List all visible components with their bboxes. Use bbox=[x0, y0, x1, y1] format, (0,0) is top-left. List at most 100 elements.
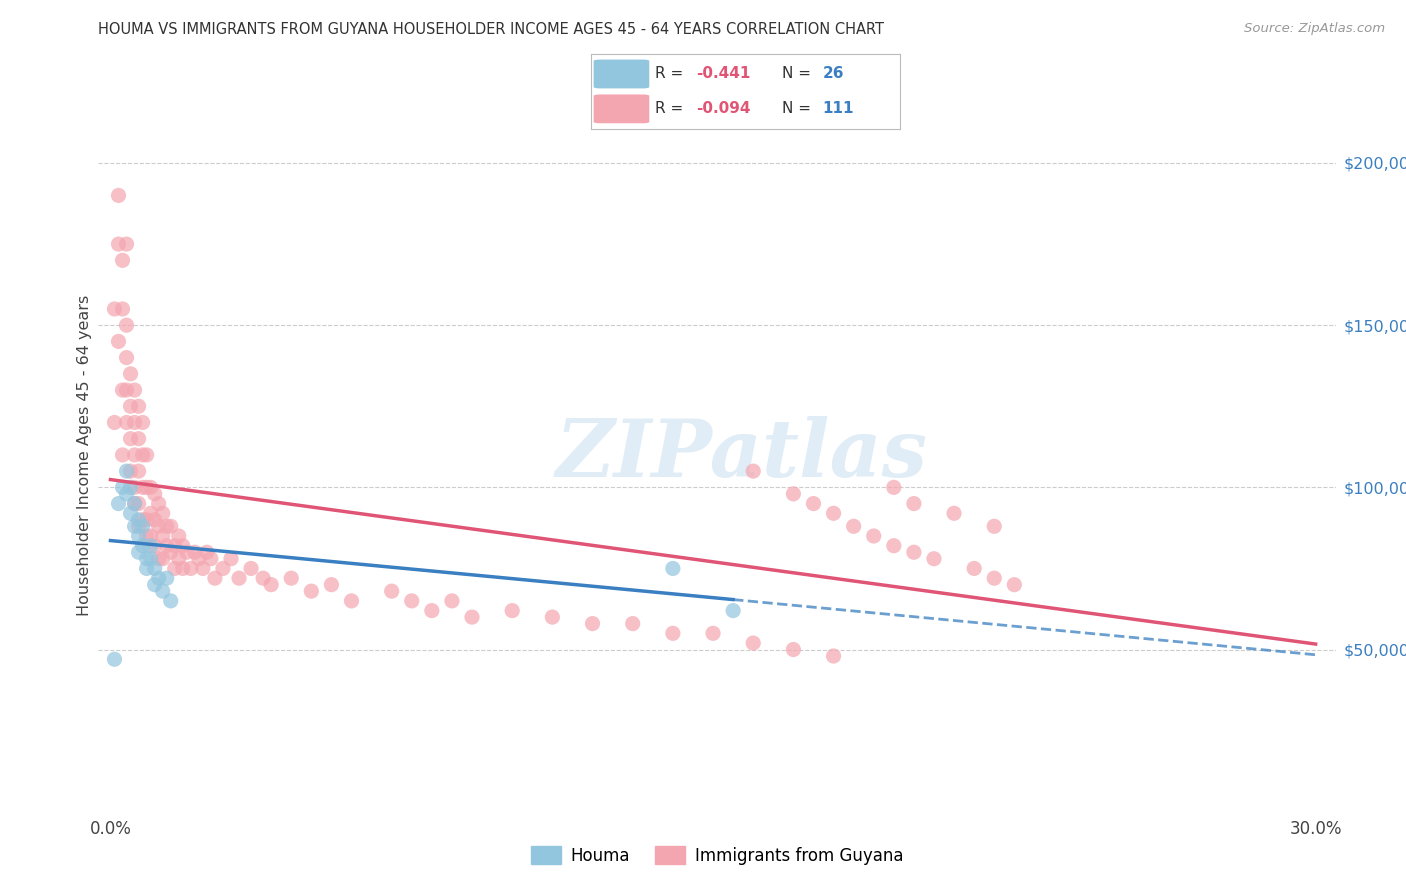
Point bbox=[204, 571, 226, 585]
Point bbox=[107, 188, 129, 202]
Point bbox=[111, 253, 134, 268]
Point bbox=[131, 416, 153, 430]
Point bbox=[148, 497, 170, 511]
Point bbox=[159, 519, 181, 533]
Point bbox=[128, 513, 150, 527]
Point bbox=[163, 561, 186, 575]
Point bbox=[501, 604, 523, 618]
Point bbox=[143, 539, 166, 553]
Point bbox=[252, 571, 274, 585]
Point bbox=[115, 237, 138, 252]
Point bbox=[120, 464, 142, 478]
Point bbox=[195, 545, 218, 559]
Point bbox=[983, 571, 1005, 585]
Point bbox=[111, 383, 134, 397]
Y-axis label: Householder Income Ages 45 - 64 years: Householder Income Ages 45 - 64 years bbox=[77, 294, 91, 615]
Point bbox=[702, 626, 724, 640]
Point bbox=[219, 551, 242, 566]
FancyBboxPatch shape bbox=[593, 60, 650, 88]
Point bbox=[115, 318, 138, 333]
Point bbox=[131, 480, 153, 494]
Point bbox=[823, 648, 845, 663]
Point bbox=[115, 487, 138, 501]
Point bbox=[148, 551, 170, 566]
Point bbox=[143, 487, 166, 501]
Point bbox=[662, 561, 685, 575]
Point bbox=[152, 551, 174, 566]
Legend: Houma, Immigrants from Guyana: Houma, Immigrants from Guyana bbox=[524, 839, 910, 871]
Point bbox=[124, 480, 146, 494]
Point bbox=[152, 529, 174, 543]
Point bbox=[124, 383, 146, 397]
Text: 111: 111 bbox=[823, 102, 853, 116]
Text: Source: ZipAtlas.com: Source: ZipAtlas.com bbox=[1244, 22, 1385, 36]
Point bbox=[128, 399, 150, 413]
Point bbox=[167, 551, 190, 566]
Point bbox=[111, 448, 134, 462]
Point bbox=[128, 432, 150, 446]
Point bbox=[152, 506, 174, 520]
Point bbox=[200, 551, 222, 566]
Point bbox=[107, 334, 129, 349]
Point bbox=[103, 652, 125, 666]
Point bbox=[128, 519, 150, 533]
Point bbox=[115, 383, 138, 397]
Text: R =: R = bbox=[655, 67, 689, 81]
Point bbox=[842, 519, 865, 533]
Point bbox=[124, 448, 146, 462]
Point bbox=[581, 616, 603, 631]
Point bbox=[139, 480, 162, 494]
Point bbox=[143, 561, 166, 575]
FancyBboxPatch shape bbox=[593, 95, 650, 123]
Point bbox=[340, 594, 363, 608]
Point bbox=[135, 448, 157, 462]
Point bbox=[107, 497, 129, 511]
Point bbox=[963, 561, 986, 575]
Point bbox=[983, 519, 1005, 533]
Point bbox=[212, 561, 235, 575]
Point bbox=[187, 551, 209, 566]
Point bbox=[124, 497, 146, 511]
Point bbox=[139, 551, 162, 566]
Point bbox=[103, 416, 125, 430]
Point bbox=[260, 577, 283, 591]
Point bbox=[823, 506, 845, 520]
Point bbox=[124, 497, 146, 511]
Point bbox=[143, 513, 166, 527]
Point bbox=[1002, 577, 1025, 591]
Point bbox=[461, 610, 484, 624]
Point bbox=[156, 571, 179, 585]
Point bbox=[862, 529, 884, 543]
Point bbox=[111, 301, 134, 316]
Point bbox=[191, 561, 214, 575]
Point bbox=[541, 610, 564, 624]
Text: ZIPatlas: ZIPatlas bbox=[555, 417, 928, 493]
Point bbox=[420, 604, 443, 618]
Point bbox=[163, 539, 186, 553]
Point bbox=[135, 561, 157, 575]
Point bbox=[621, 616, 644, 631]
Point bbox=[128, 497, 150, 511]
Point bbox=[903, 497, 925, 511]
Point bbox=[172, 539, 194, 553]
Text: N =: N = bbox=[782, 102, 815, 116]
Point bbox=[115, 351, 138, 365]
Text: 26: 26 bbox=[823, 67, 844, 81]
Point bbox=[280, 571, 302, 585]
Point bbox=[240, 561, 263, 575]
Point bbox=[131, 513, 153, 527]
Point bbox=[115, 416, 138, 430]
Text: N =: N = bbox=[782, 67, 815, 81]
Point bbox=[124, 416, 146, 430]
Point bbox=[381, 584, 404, 599]
Point bbox=[131, 448, 153, 462]
Point bbox=[143, 577, 166, 591]
Point bbox=[176, 545, 198, 559]
Point bbox=[135, 529, 157, 543]
Point bbox=[156, 519, 179, 533]
Point bbox=[107, 237, 129, 252]
Point bbox=[131, 519, 153, 533]
Point bbox=[782, 487, 804, 501]
Point bbox=[167, 529, 190, 543]
Point bbox=[156, 539, 179, 553]
